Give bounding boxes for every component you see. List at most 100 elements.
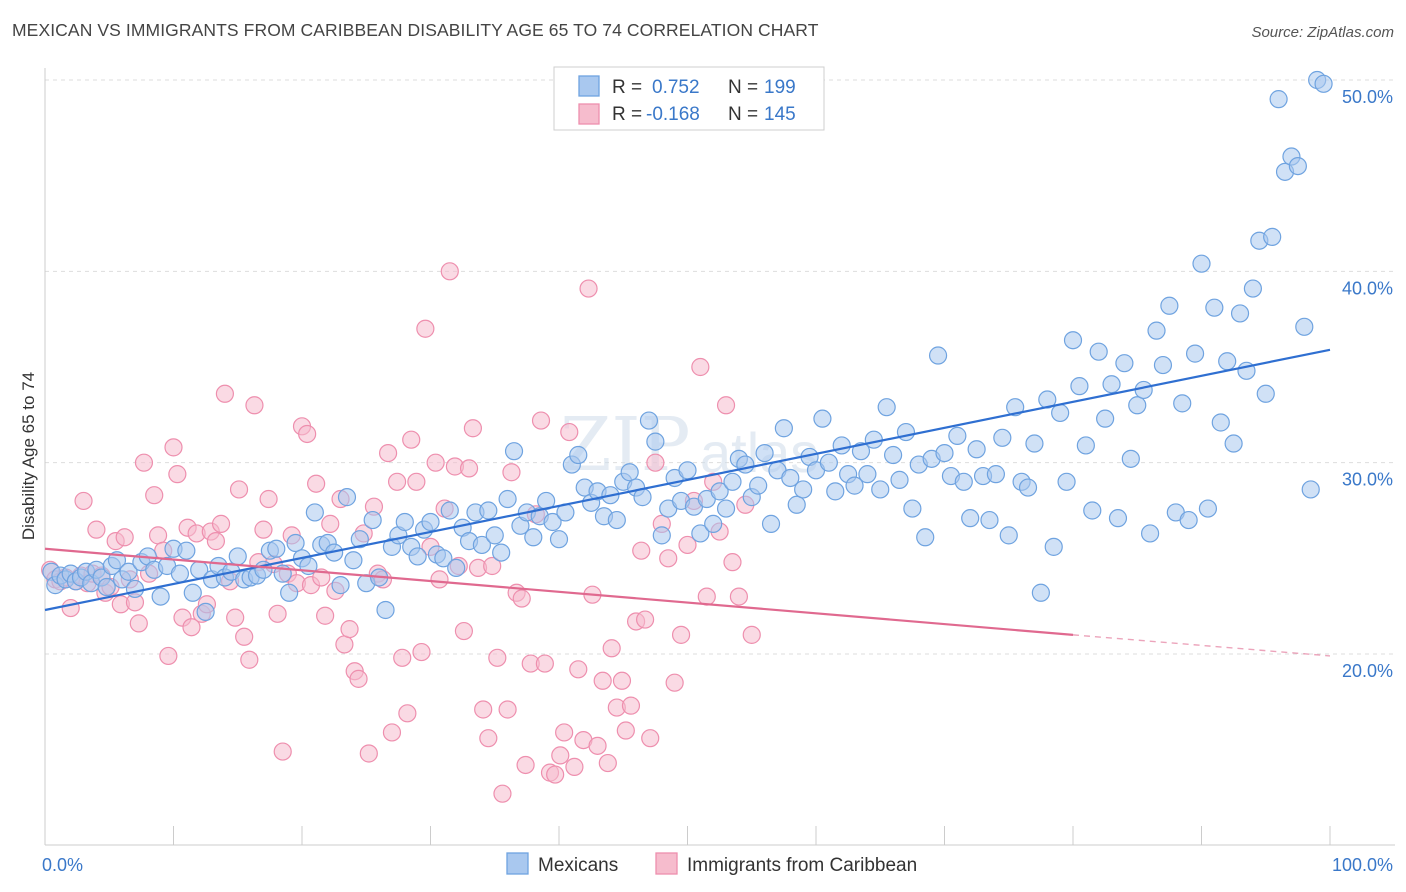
mexicans-point-165 — [1083, 501, 1102, 520]
caribbean-point-79 — [416, 319, 435, 338]
mexicans-point-137 — [903, 499, 922, 518]
mexicans-point-172 — [1128, 396, 1147, 415]
caribbean-point-97 — [502, 463, 521, 482]
mexicans-point-48 — [331, 576, 350, 595]
caribbean-point-134 — [691, 357, 710, 377]
trendline-0 — [44, 348, 1331, 612]
mexicans-point-49 — [337, 488, 357, 507]
mexicans-point-197 — [1288, 157, 1307, 176]
mexicans-point-60 — [408, 547, 427, 566]
caribbean-point-95 — [493, 784, 512, 803]
mexicans-point-190 — [1243, 279, 1263, 298]
trendline-1-extension — [1072, 634, 1331, 657]
y-axis-title: Disability Age 65 to 74 — [19, 372, 38, 540]
mexicans-point-164 — [1076, 436, 1095, 455]
mexicans-point-25 — [183, 583, 202, 602]
series-caribbean — [41, 262, 761, 803]
caribbean-point-72 — [382, 723, 402, 742]
caribbean-point-75 — [398, 704, 417, 723]
mexicans-point-23 — [170, 564, 190, 583]
y-tick-label-2: 40.0% — [1342, 278, 1393, 298]
mexicans-point-96 — [639, 411, 659, 430]
mexicans-point-115 — [761, 514, 781, 533]
mexicans-point-62 — [421, 512, 440, 532]
legend-n-value-1: 199 — [764, 77, 796, 98]
caribbean-point-62 — [335, 635, 354, 654]
caribbean-point-94 — [488, 648, 507, 667]
caribbean-point-131 — [671, 625, 691, 644]
mexicans-point-169 — [1108, 509, 1128, 528]
mexicans-point-166 — [1089, 342, 1108, 361]
trendline-1 — [44, 547, 1074, 636]
mexicans-point-153 — [1006, 398, 1025, 417]
mexicans-point-40 — [280, 583, 299, 602]
caribbean-point-35 — [206, 532, 226, 551]
caribbean-point-84 — [440, 262, 459, 281]
mexicans-point-102 — [678, 461, 697, 480]
mexicans-point-194 — [1269, 90, 1288, 109]
caribbean-point-10 — [87, 520, 106, 539]
mexicans-point-188 — [1230, 304, 1250, 323]
mexicans-point-177 — [1160, 296, 1179, 315]
mexicans-point-55 — [376, 600, 395, 620]
caribbean-point-82 — [430, 570, 449, 589]
chart-title: MEXICAN VS IMMIGRANTS FROM CARIBBEAN DIS… — [12, 20, 819, 40]
caribbean-point-26 — [164, 438, 183, 457]
axes — [44, 68, 1395, 846]
mexicans-point-82 — [549, 530, 569, 549]
caribbean-point-42 — [240, 650, 259, 669]
caribbean-point-124 — [632, 541, 651, 560]
caribbean-point-116 — [593, 671, 612, 690]
caribbean-point-93 — [483, 556, 502, 576]
mexicans-point-159 — [1044, 537, 1063, 556]
caribbean-point-113 — [579, 279, 598, 298]
caribbean-point-110 — [565, 757, 584, 776]
mexicans-point-20 — [151, 587, 170, 606]
mexicans-point-174 — [1140, 524, 1160, 543]
legend-swatch-caribbean — [578, 103, 600, 125]
mexicans-point-93 — [620, 463, 639, 482]
mexicans-point-91 — [607, 510, 626, 530]
caribbean-point-100 — [516, 755, 535, 775]
caribbean-point-87 — [454, 621, 474, 641]
bottom-legend-mexicans: Mexicans — [538, 855, 618, 876]
mexicans-point-50 — [344, 551, 363, 570]
caribbean-point-58 — [316, 606, 335, 625]
caribbean-point-20 — [134, 453, 154, 472]
mexicans-point-44 — [305, 503, 324, 522]
caribbean-point-140 — [729, 587, 749, 606]
bottom-legend-swatch-mexicans — [506, 852, 529, 875]
mexicans-point-81 — [543, 512, 562, 532]
legend: R = 0.752 N = 199 R = -0.168 N = 145 — [553, 66, 825, 131]
caribbean-point-122 — [621, 696, 641, 715]
caribbean-point-76 — [402, 430, 421, 449]
mexicans-point-180 — [1179, 510, 1198, 530]
mexicans-point-152 — [999, 526, 1018, 545]
caribbean-point-78 — [412, 642, 431, 662]
mexicans-point-193 — [1263, 227, 1282, 246]
mexicans-point-163 — [1070, 377, 1089, 396]
mexicans-point-98 — [652, 526, 671, 545]
mexicans-point-150 — [986, 465, 1006, 484]
mexicans-point-142 — [935, 444, 954, 463]
caribbean-point-36 — [211, 514, 231, 533]
mexicans-point-70 — [472, 535, 491, 555]
caribbean-point-129 — [659, 549, 678, 568]
mexicans-point-24 — [177, 541, 196, 560]
caribbean-point-19 — [129, 614, 148, 633]
mexicans-point-135 — [890, 470, 909, 489]
mexicans-point-41 — [286, 533, 305, 553]
caribbean-point-71 — [378, 444, 398, 463]
caribbean-point-54 — [298, 424, 317, 444]
caribbean-point-7 — [74, 491, 93, 511]
mexicans-point-156 — [1025, 434, 1044, 453]
caribbean-point-63 — [340, 620, 359, 639]
legend-r-value-1: 0.752 — [652, 77, 700, 98]
caribbean-point-106 — [546, 765, 565, 784]
mexicans-point-146 — [961, 509, 980, 528]
mexicans-point-184 — [1205, 298, 1224, 317]
mexicans-point-179 — [1173, 394, 1192, 413]
mexicans-point-11 — [97, 577, 116, 597]
caribbean-point-127 — [646, 453, 665, 472]
